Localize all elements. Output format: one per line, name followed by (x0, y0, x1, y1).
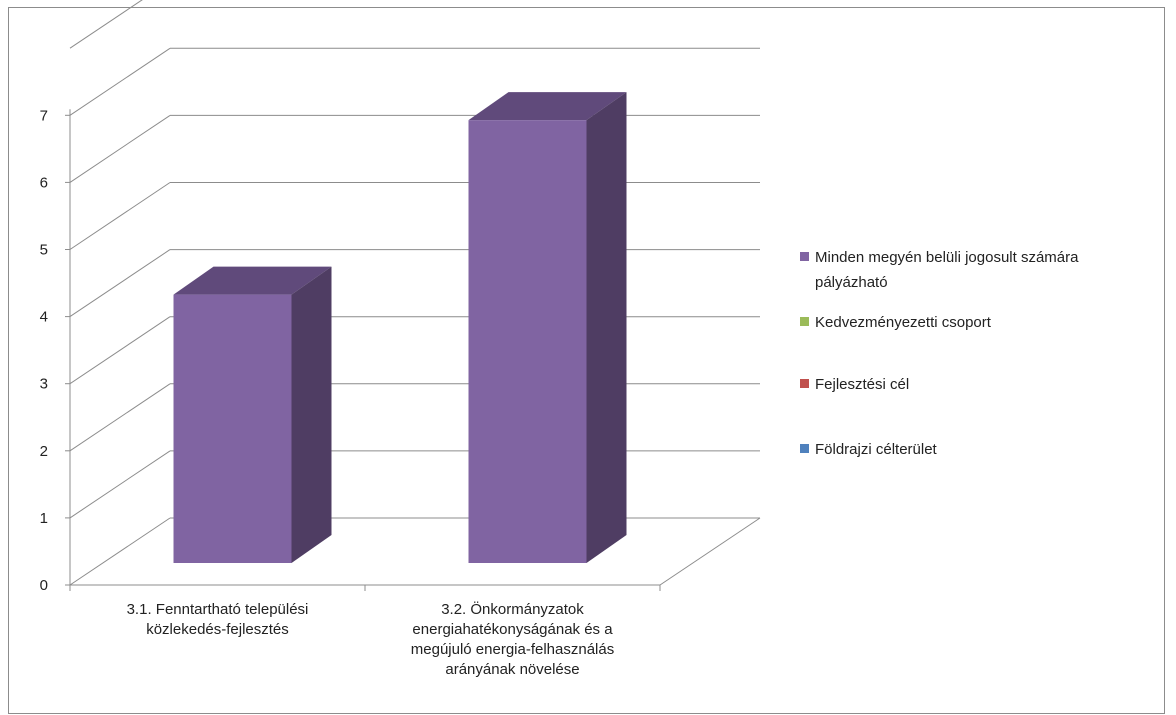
legend-swatch (800, 252, 809, 261)
gridline-side (69, 114, 171, 183)
gridline-side (69, 450, 171, 519)
gridline-side (69, 316, 171, 385)
gridline-side (69, 182, 171, 250)
legend-swatch (800, 379, 809, 388)
y-tick-label: 1 (40, 510, 48, 527)
gridline-side (69, 517, 171, 586)
y-tick-label: 6 (40, 174, 48, 191)
legend-label: Fejlesztési cél (815, 376, 909, 393)
gridline-side (69, 0, 143, 49)
legend-swatch (800, 444, 809, 453)
bar-front (468, 120, 587, 563)
bar-top (173, 266, 332, 295)
x-category-label: energiahatékonyságának és a (412, 621, 613, 638)
x-category-label: 3.1. Fenntartható települési (127, 601, 309, 618)
legend-label: Minden megyén belüli jogosult számára (815, 249, 1079, 266)
bar-front (173, 294, 292, 563)
y-tick-label: 3 (40, 376, 48, 393)
bar-side (586, 92, 627, 563)
y-tick-label: 2 (40, 443, 48, 460)
gridline-side (69, 383, 171, 452)
y-tick-label: 7 (40, 107, 48, 124)
gridline-side (69, 47, 171, 116)
x-category-label: 3.2. Önkormányzatok (441, 600, 584, 618)
x-category-label: arányának növelése (445, 661, 579, 678)
y-tick-label: 4 (40, 309, 48, 326)
floor-right-edge (659, 517, 761, 586)
legend-swatch (800, 317, 809, 326)
legend-label: Kedvezményezetti csoport (815, 314, 992, 331)
legend-label: pályázható (815, 274, 888, 291)
y-tick-label: 5 (40, 242, 48, 259)
x-category-label: megújuló energia-felhasználás (411, 641, 614, 658)
legend-label: Földrajzi célterület (815, 441, 938, 458)
y-tick-label: 0 (40, 577, 48, 594)
x-category-label: közlekedés-fejlesztés (146, 621, 289, 638)
bar-side (291, 266, 332, 563)
gridline-side (69, 249, 171, 318)
bar-top (468, 92, 627, 121)
